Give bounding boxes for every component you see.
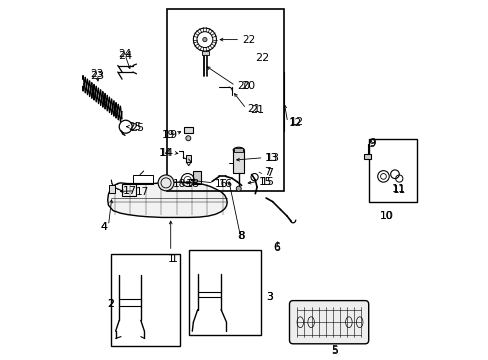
Text: 4: 4	[101, 222, 107, 232]
Bar	[167, 9, 284, 191]
Text: 25: 25	[130, 123, 144, 133]
Text: 14: 14	[159, 148, 172, 158]
Text: 2: 2	[107, 299, 114, 309]
Text: 20: 20	[237, 81, 249, 91]
Bar	[368, 139, 416, 202]
Text: 10: 10	[379, 211, 392, 221]
Circle shape	[158, 175, 174, 191]
Text: 6: 6	[273, 243, 280, 253]
Bar	[109, 185, 115, 193]
Text: 22: 22	[242, 35, 255, 45]
Text: 8: 8	[237, 231, 244, 241]
Text: 16: 16	[215, 179, 228, 189]
Text: 4: 4	[101, 222, 107, 232]
FancyBboxPatch shape	[289, 301, 368, 344]
Text: 23: 23	[90, 69, 103, 79]
Polygon shape	[107, 182, 227, 217]
Text: 17: 17	[122, 186, 136, 196]
Bar	[363, 154, 370, 159]
Circle shape	[185, 136, 190, 141]
Text: 20: 20	[241, 81, 255, 91]
Text: 16: 16	[219, 179, 233, 189]
Text: 23: 23	[90, 71, 104, 81]
Text: 11: 11	[392, 185, 405, 195]
Text: 12: 12	[289, 117, 303, 127]
Text: 11: 11	[391, 184, 406, 194]
Bar	[234, 148, 243, 152]
Text: 5: 5	[330, 345, 337, 355]
Text: 1: 1	[170, 254, 178, 264]
Text: 19: 19	[162, 130, 175, 140]
Text: 15: 15	[260, 177, 274, 187]
Text: 21: 21	[249, 105, 264, 115]
Text: 18: 18	[172, 179, 185, 189]
Text: 6: 6	[273, 242, 280, 252]
Text: 3: 3	[265, 292, 272, 302]
Text: 25: 25	[128, 122, 142, 132]
Text: 9: 9	[368, 139, 375, 149]
Text: 19: 19	[163, 130, 178, 140]
Text: 9: 9	[368, 138, 375, 148]
Bar	[111, 254, 179, 346]
Text: 14: 14	[160, 148, 174, 158]
Text: 13: 13	[265, 153, 280, 163]
Text: 15: 15	[259, 177, 272, 187]
Text: 5: 5	[330, 346, 337, 356]
Bar	[232, 150, 244, 173]
Text: 1: 1	[167, 254, 174, 264]
Text: 18: 18	[185, 179, 199, 189]
Text: 8: 8	[238, 231, 244, 241]
Text: 3: 3	[265, 292, 272, 302]
Bar	[202, 51, 209, 55]
Text: 7: 7	[265, 168, 273, 178]
Text: 22: 22	[255, 53, 269, 63]
Text: 10: 10	[379, 211, 393, 221]
Text: 12: 12	[288, 118, 302, 128]
Bar	[188, 250, 260, 335]
Text: 13: 13	[264, 153, 277, 163]
Bar	[186, 155, 191, 162]
Text: 24: 24	[118, 51, 133, 61]
Text: 21: 21	[247, 104, 260, 114]
Text: 17: 17	[136, 186, 149, 197]
Text: 7: 7	[264, 167, 271, 177]
Bar	[183, 127, 193, 133]
Text: 24: 24	[118, 49, 131, 59]
Bar	[122, 184, 136, 196]
Bar	[192, 171, 200, 184]
Text: 2: 2	[107, 299, 114, 309]
Circle shape	[203, 37, 206, 42]
Bar	[133, 175, 152, 184]
Circle shape	[236, 186, 241, 191]
